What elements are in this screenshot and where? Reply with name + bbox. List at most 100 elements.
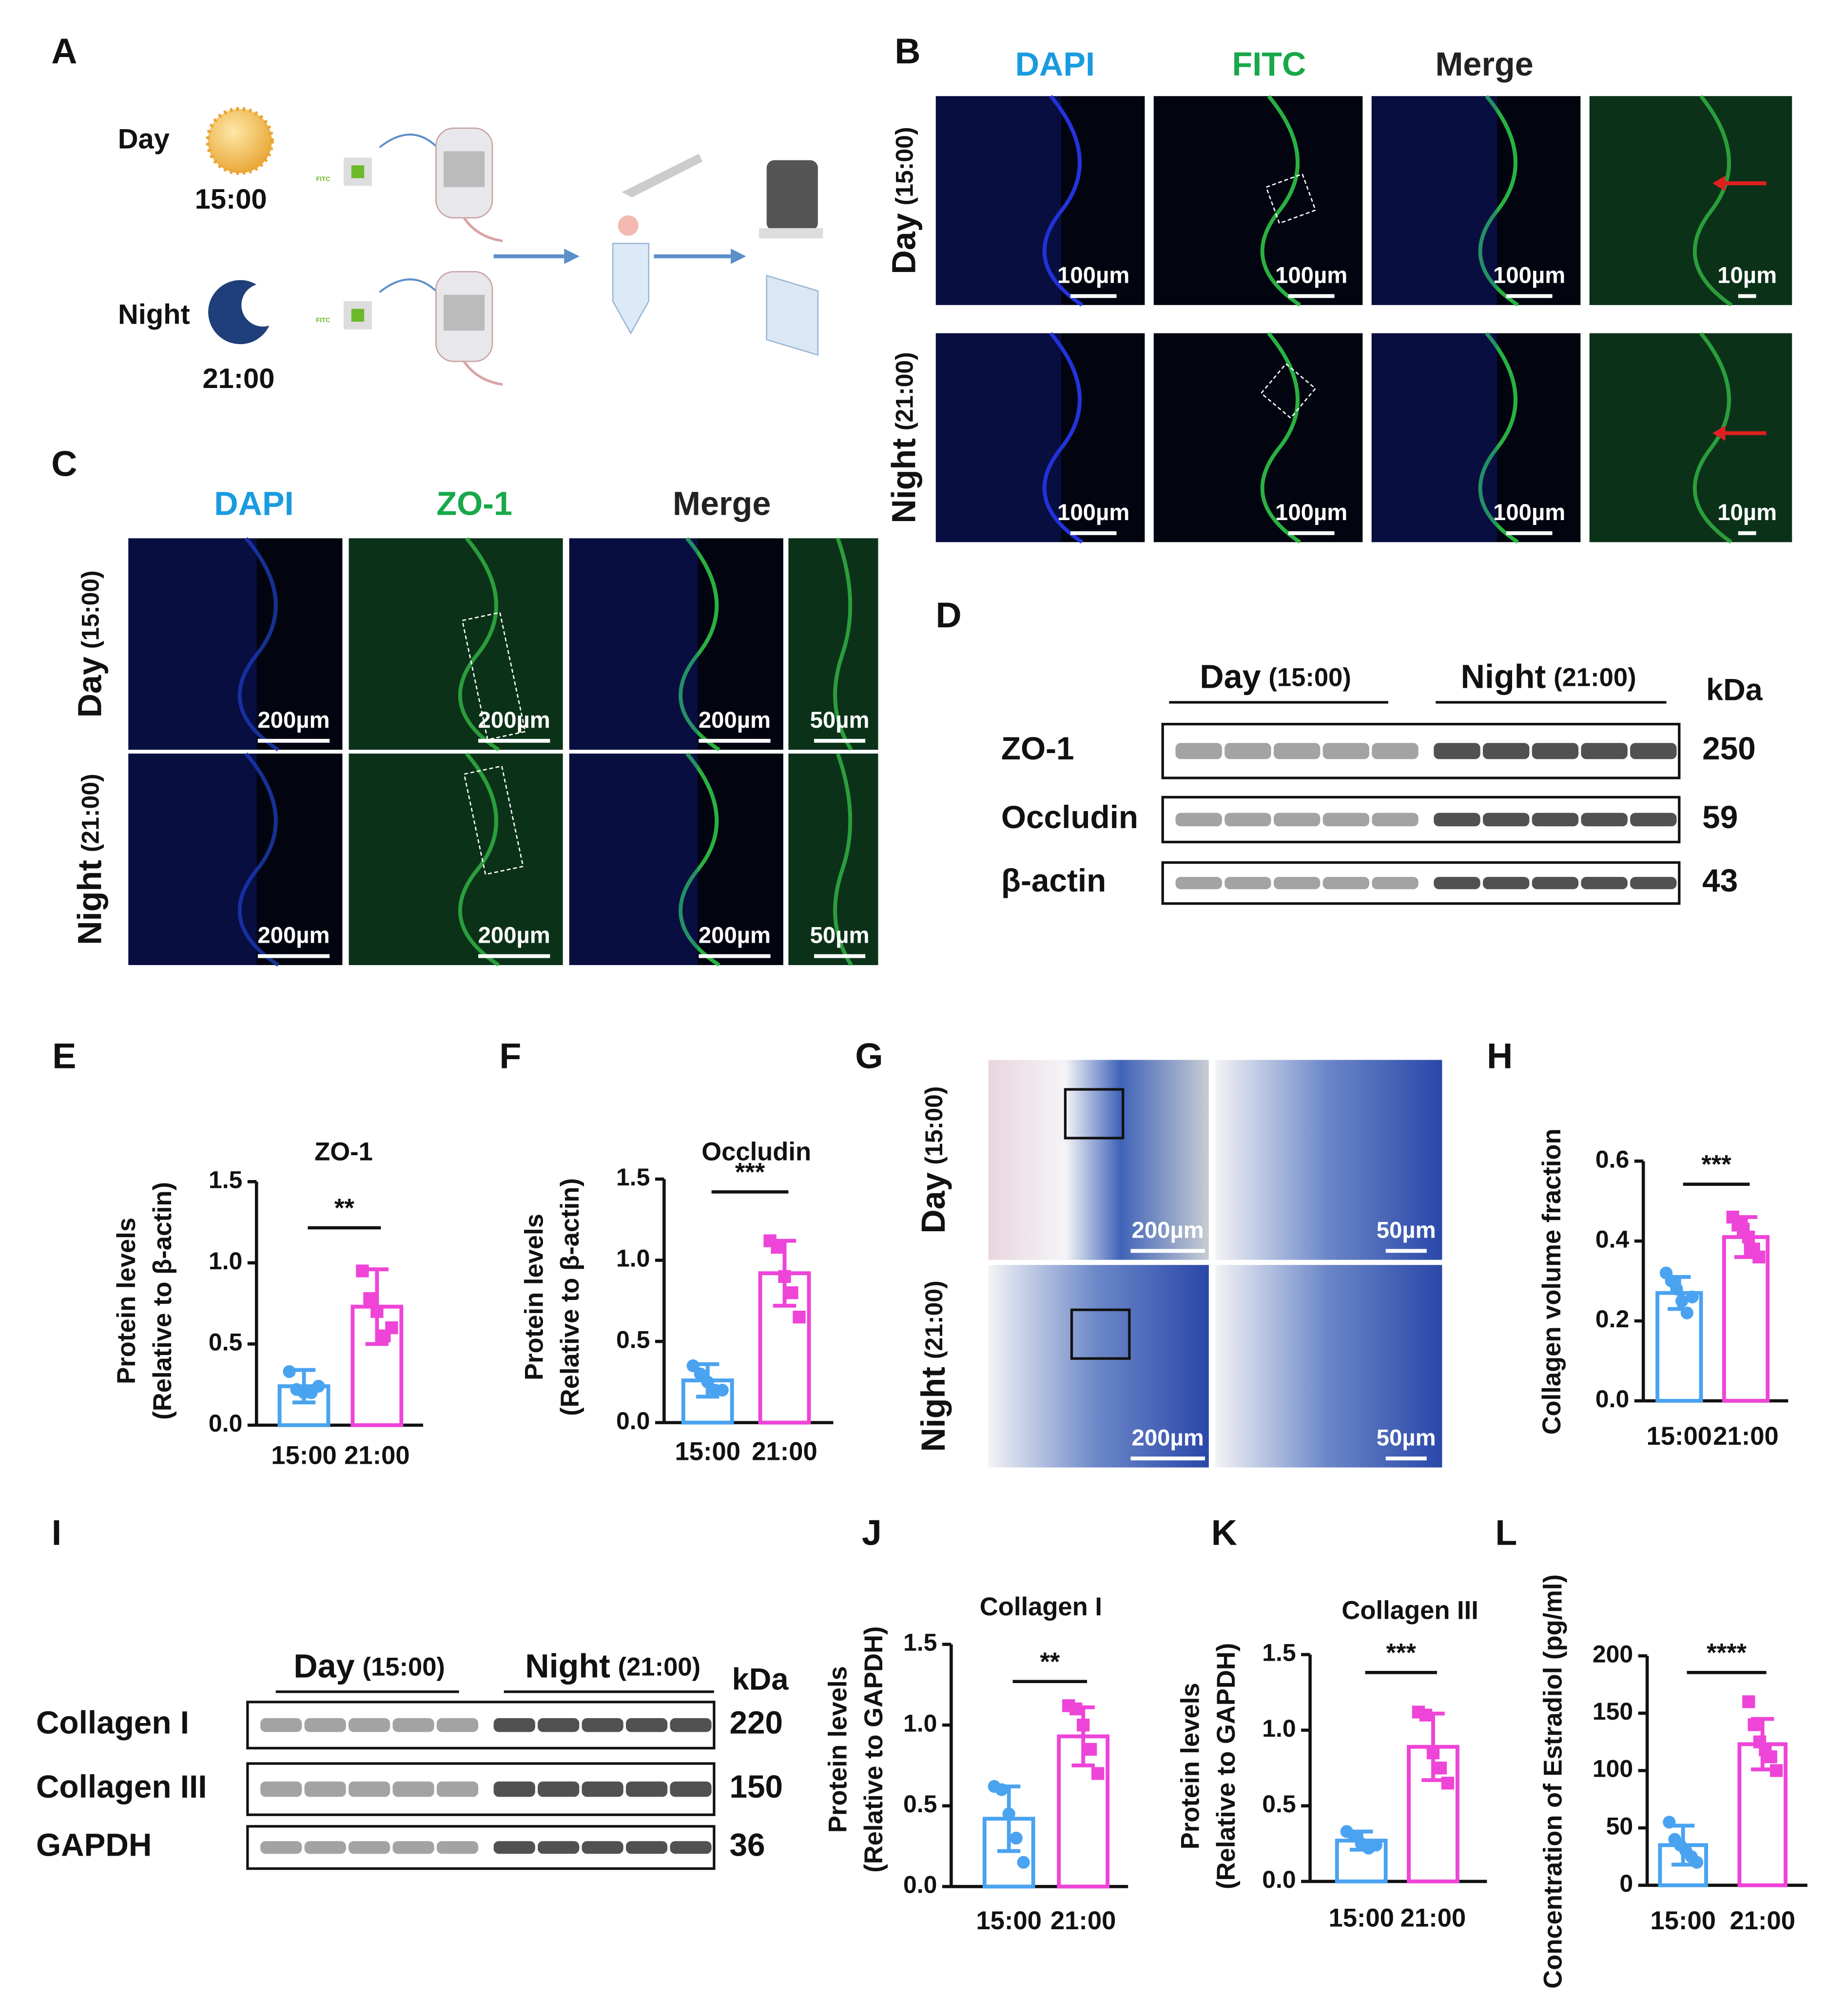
y-tick-label: 50 (1606, 1812, 1633, 1840)
data-point (995, 1783, 1008, 1796)
x-tick-label: 15:00 (1647, 1422, 1712, 1451)
blot-band (1581, 877, 1628, 890)
blot-band (582, 1841, 623, 1854)
moon-icon (208, 280, 270, 345)
micrograph-signal (833, 753, 853, 967)
row-label-time: (15:00) (891, 127, 918, 205)
data-point (1680, 1306, 1694, 1319)
row-label-time: (21:00) (77, 774, 104, 852)
micrograph (788, 754, 878, 965)
significance-label: ** (1040, 1648, 1060, 1676)
micrograph-signal (458, 752, 500, 967)
label: Day (118, 124, 170, 155)
scale-bar-label: 200µm (257, 707, 330, 733)
blot-band (436, 1781, 479, 1797)
row-label: Night (21:00) (915, 1280, 952, 1452)
scale-bar-label: 50µm (1377, 1217, 1436, 1243)
kda-label: 43 (1702, 862, 1738, 898)
group-name: Day (293, 1648, 354, 1685)
scale-bar-label: 10µm (1717, 500, 1777, 525)
tube-icon (612, 243, 650, 335)
data-point (1434, 1762, 1447, 1775)
micrograph-signal (1478, 332, 1519, 544)
blot-band (1434, 813, 1480, 827)
data-point (1069, 1702, 1083, 1716)
data-point (283, 1365, 296, 1378)
blot-band (1483, 877, 1530, 890)
scale-bar-label: 50µm (810, 707, 870, 733)
column-header: Merge (1435, 46, 1533, 83)
panel-letter: J (862, 1512, 882, 1552)
blot-band (1224, 813, 1271, 827)
micrograph-signal (569, 538, 698, 750)
label: 15:00 (195, 184, 267, 215)
mouse-icon (463, 217, 503, 242)
kda-label: 250 (1702, 730, 1756, 766)
scale-bar-label: 200µm (257, 923, 330, 949)
blot-band (304, 1841, 346, 1854)
group-label: Day (15:00) (293, 1648, 445, 1685)
y-axis-label: Protein levels (823, 1666, 852, 1833)
reagent-label: FITC (316, 175, 330, 183)
data-point (1017, 1856, 1030, 1869)
blot-band (436, 1718, 479, 1732)
micrograph-signal (1478, 95, 1519, 307)
data-point (312, 1379, 325, 1393)
scalpel-icon (622, 154, 703, 197)
arrow (731, 249, 746, 264)
scale-bar-label: 50µm (1377, 1425, 1436, 1451)
protein-label: Collagen I (36, 1704, 189, 1740)
row-label-name: Night (885, 438, 922, 523)
blot-band (1372, 877, 1419, 890)
x-tick-label: 15:00 (271, 1441, 336, 1470)
data-point (778, 1270, 791, 1283)
blot-band (1532, 877, 1579, 890)
blot-band (1630, 813, 1677, 827)
blot-band (582, 1781, 623, 1797)
panel-a-illustration (206, 107, 823, 386)
kda-label: 59 (1702, 799, 1738, 835)
x-tick-label: 15:00 (976, 1906, 1041, 1935)
blot-band (538, 1781, 580, 1797)
data-point (1675, 1294, 1689, 1308)
scale-bar-label: 10µm (1717, 262, 1777, 288)
micrograph-signal (1042, 332, 1083, 544)
x-tick-label: 21:00 (1050, 1906, 1116, 1935)
micrograph (349, 538, 563, 750)
unit-label: kDa (1706, 673, 1763, 707)
micrograph-signal (349, 754, 563, 965)
blot-band (1630, 877, 1677, 890)
blot-band (626, 1781, 668, 1797)
microscope-icon (766, 160, 818, 231)
row-label-name: Day (915, 1172, 952, 1233)
micrograph-signal (349, 538, 563, 750)
data-point (716, 1383, 729, 1397)
row-label: Day (15:00) (72, 570, 109, 717)
chart-title: Collagen I (980, 1592, 1102, 1621)
kda-label: 36 (729, 1827, 765, 1863)
micrograph (349, 754, 563, 965)
blot-band (493, 1718, 535, 1732)
micrograph-signal (1371, 96, 1497, 305)
y-axis-label: Protein levels (112, 1218, 141, 1384)
blot-band (493, 1841, 535, 1854)
chart-title: Occludin (701, 1137, 811, 1166)
blot-band (260, 1841, 302, 1854)
data-point (785, 1286, 798, 1299)
blot-band (1434, 743, 1480, 759)
micrograph (1153, 333, 1363, 543)
significance-label: *** (735, 1158, 765, 1186)
micrograph (128, 538, 343, 750)
arrow (1712, 425, 1726, 441)
blot-band (1175, 813, 1222, 827)
row-label-name: Day (72, 657, 109, 717)
blot-band (1483, 743, 1530, 759)
y-tick-label: 1.0 (903, 1709, 937, 1737)
reagent-label: FITC (316, 316, 330, 324)
protein-label: GAPDH (36, 1827, 152, 1863)
group-label: Day (15:00) (1200, 659, 1351, 696)
micrograph-signal (1589, 96, 1792, 305)
data-point (1077, 1718, 1090, 1732)
micrograph-signal (1260, 332, 1301, 544)
